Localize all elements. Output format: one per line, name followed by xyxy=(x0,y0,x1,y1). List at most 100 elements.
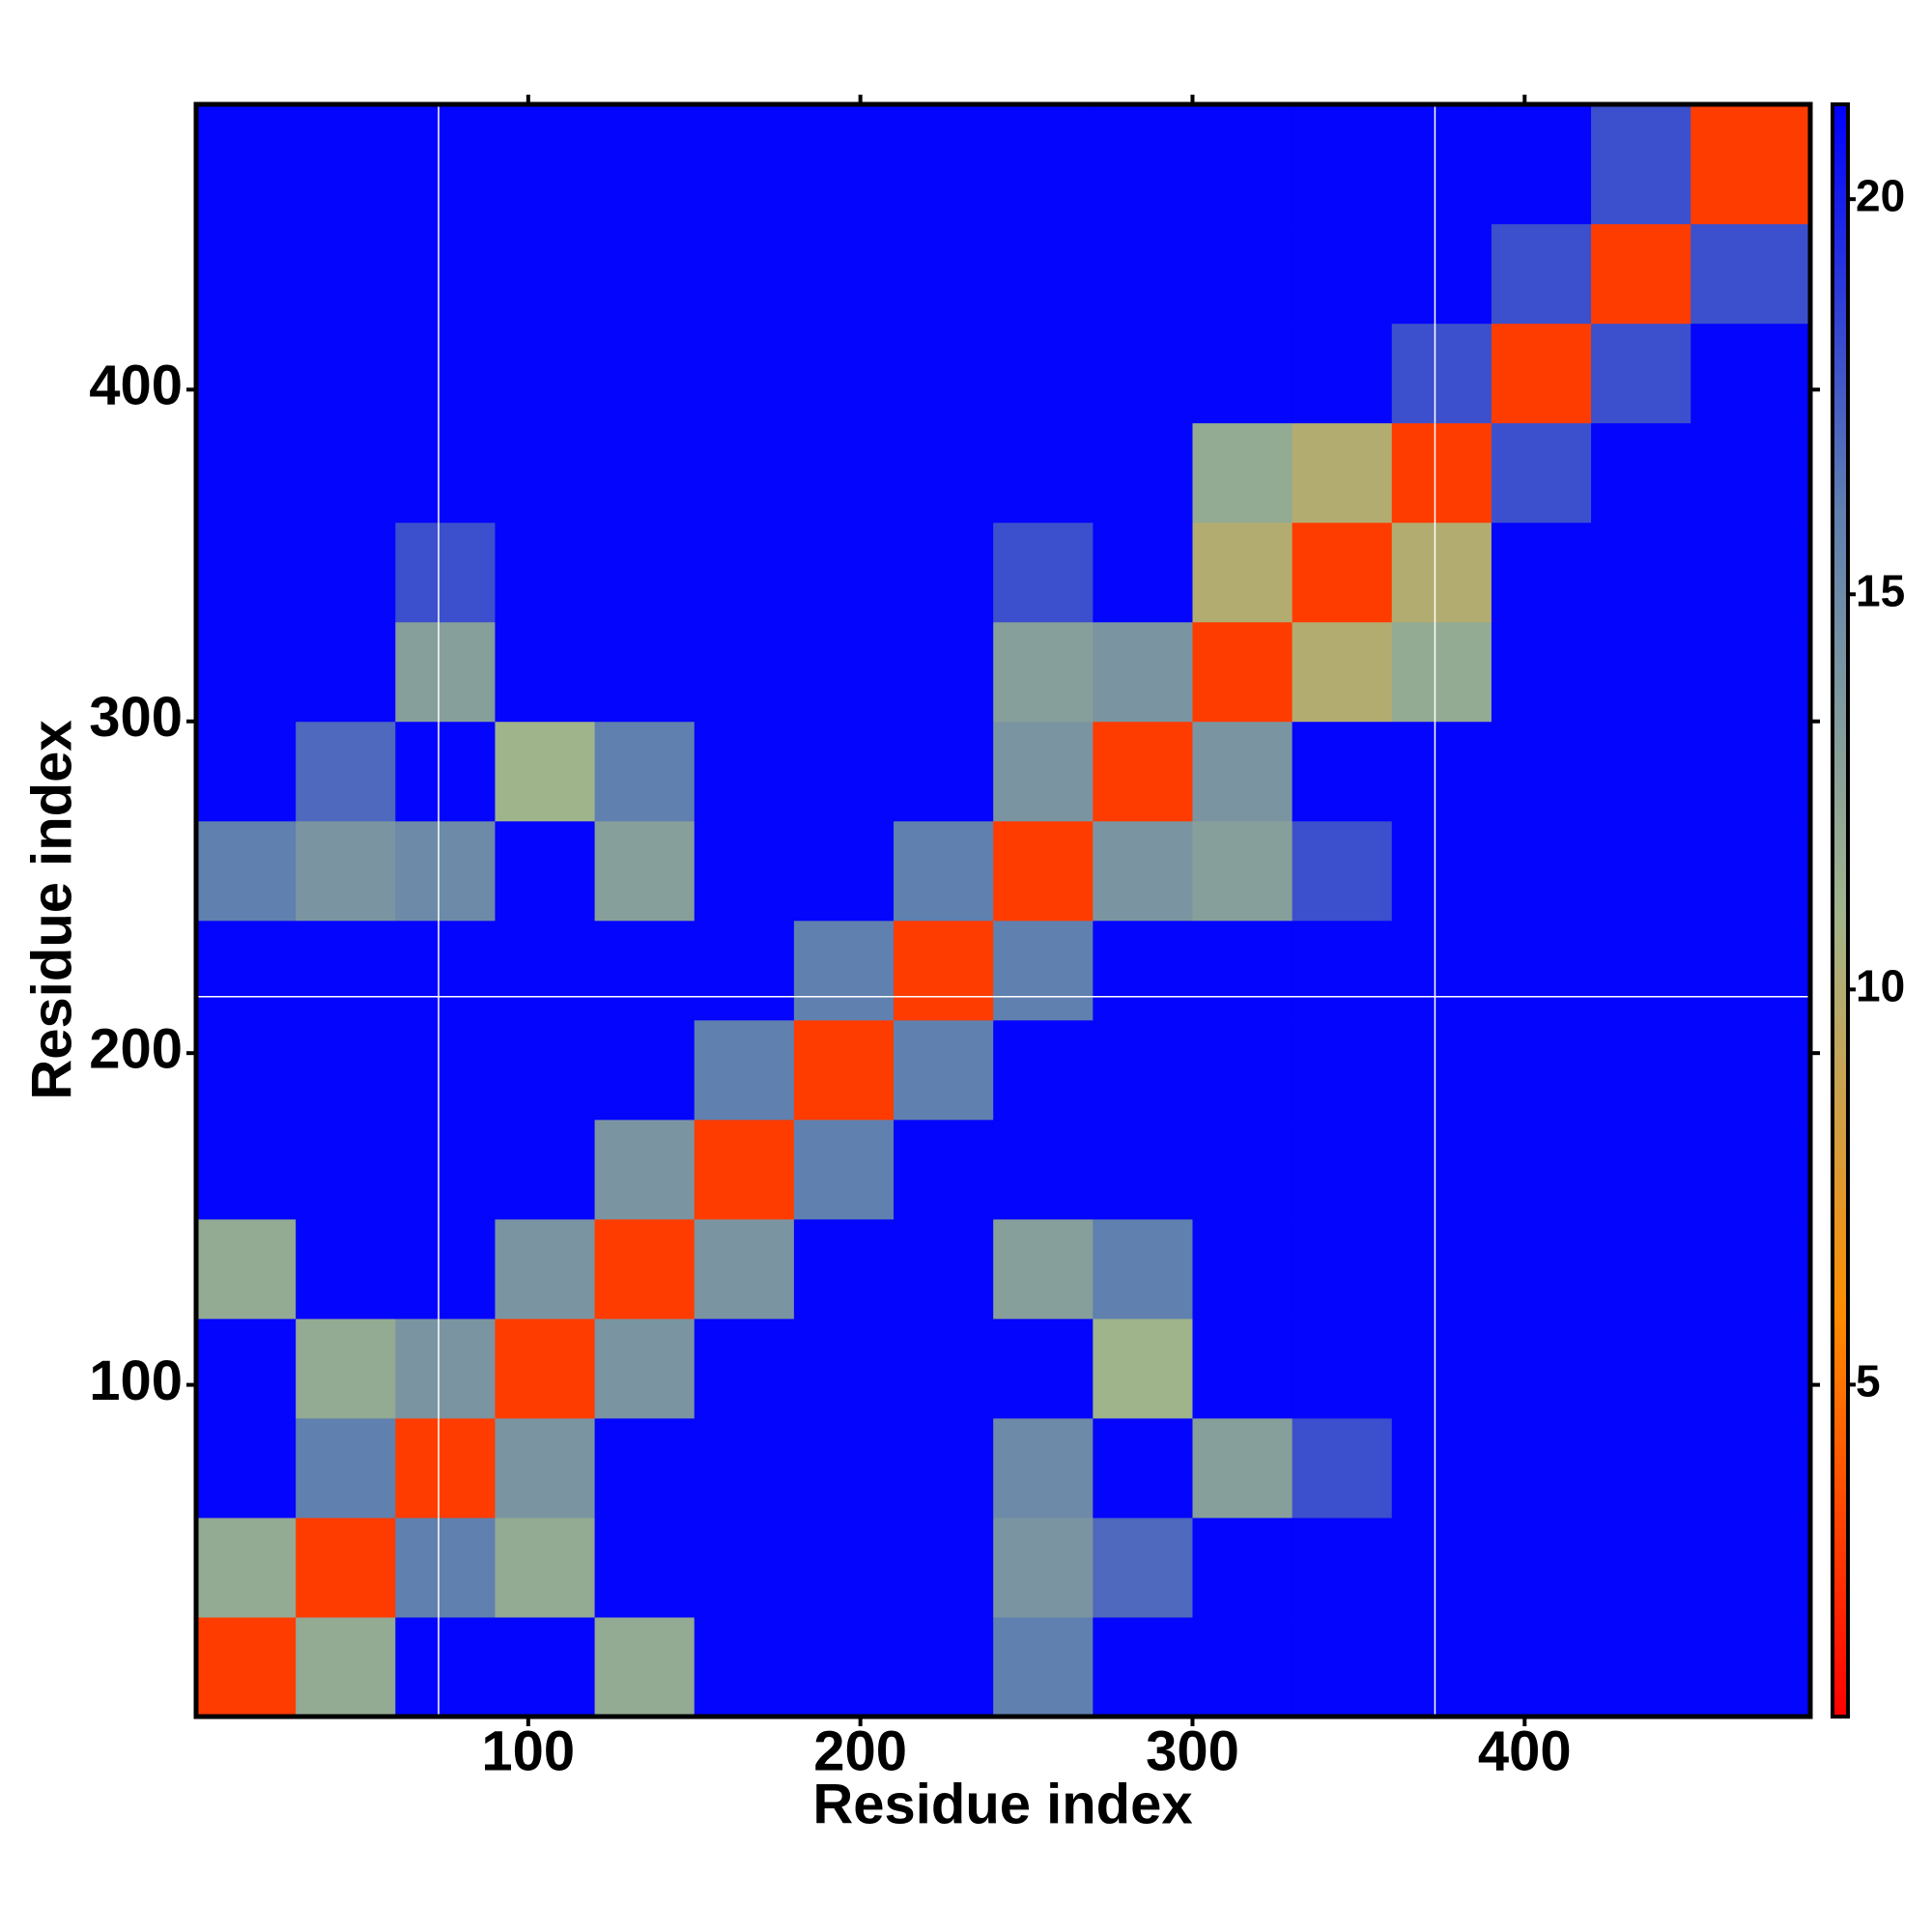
heatmap-cell xyxy=(1591,323,1691,424)
heatmap-cell xyxy=(495,1517,596,1618)
heatmap-cell xyxy=(694,1218,795,1320)
heatmap-cell xyxy=(296,920,396,1021)
heatmap-cell xyxy=(395,422,496,524)
colorbar xyxy=(1831,102,1850,1719)
heatmap-cell xyxy=(1093,104,1193,225)
heatmap-cell xyxy=(1391,522,1492,623)
heatmap-cell xyxy=(1391,422,1492,524)
heatmap-cell xyxy=(1093,422,1193,524)
heatmap-cell xyxy=(1591,820,1691,922)
heatmap-cell xyxy=(1690,1616,1811,1718)
heatmap-cell xyxy=(694,820,795,922)
heatmap-cell xyxy=(495,1417,596,1519)
heatmap-cell xyxy=(296,1218,396,1320)
heatmap-cell xyxy=(793,1417,895,1519)
heatmap-cell xyxy=(1391,1218,1492,1320)
heatmap-cell xyxy=(793,1616,895,1718)
x-tick-label: 100 xyxy=(481,1719,575,1782)
heatmap-cell xyxy=(793,820,895,922)
heatmap-cell xyxy=(894,223,994,325)
heatmap-cell xyxy=(993,621,1094,723)
heatmap-cell xyxy=(1192,422,1293,524)
heatmap-cell xyxy=(1292,104,1393,225)
heatmap-cell xyxy=(495,1119,596,1220)
heatmap-cell xyxy=(993,323,1094,424)
colorbar-tick-label: 15 xyxy=(1856,565,1905,615)
heatmap-cell xyxy=(1192,1417,1293,1519)
heatmap-cell xyxy=(296,104,396,225)
heatmap-cell xyxy=(495,422,596,524)
heatmap-cell xyxy=(1192,1517,1293,1618)
heatmap-cell xyxy=(1591,522,1691,623)
heatmap-cell xyxy=(1591,721,1691,822)
heatmap-cell xyxy=(1093,920,1193,1021)
heatmap-cell xyxy=(793,1517,895,1618)
heatmap-cell xyxy=(395,920,496,1021)
heatmap-cell xyxy=(1591,422,1691,524)
heatmap-cell xyxy=(1591,1517,1691,1618)
heatmap-cell xyxy=(1591,104,1691,225)
x-tick-label: 200 xyxy=(813,1719,907,1782)
heatmap-cell xyxy=(1093,1119,1193,1220)
colorbar-tick-label: 5 xyxy=(1856,1356,1881,1406)
heatmap-cell xyxy=(1391,920,1492,1021)
heatmap-cell xyxy=(594,1417,696,1519)
heatmap-cell xyxy=(1292,1616,1393,1718)
heatmap-cell xyxy=(196,1517,297,1618)
x-tick-label: 300 xyxy=(1146,1719,1239,1782)
heatmap-cell xyxy=(495,820,596,922)
heatmap-cell xyxy=(1491,1218,1592,1320)
heatmap-cell xyxy=(594,621,696,723)
y-tick-label: 300 xyxy=(89,686,183,749)
heatmap-cell xyxy=(793,1218,895,1320)
heatmap-cell xyxy=(1093,223,1193,325)
heatmap-cell xyxy=(1491,1119,1592,1220)
heatmap-cell xyxy=(296,1616,396,1718)
heatmap-cell xyxy=(1292,323,1393,424)
y-axis-title: Residue index xyxy=(20,720,83,1099)
heatmap-cell xyxy=(395,1019,496,1121)
heatmap-cell xyxy=(495,920,596,1021)
heatmap-cell xyxy=(495,323,596,424)
heatmap-cell xyxy=(296,223,396,325)
heatmap-cell xyxy=(495,621,596,723)
heatmap-cell xyxy=(993,820,1094,922)
heatmap-cell xyxy=(594,422,696,524)
heatmap-cell xyxy=(395,721,496,822)
heatmap-cell xyxy=(1391,721,1492,822)
heatmap-cell xyxy=(694,1616,795,1718)
heatmap-cell xyxy=(1690,1119,1811,1220)
heatmap-cell xyxy=(296,522,396,623)
heatmap-cell xyxy=(495,1318,596,1419)
heatmap-cell xyxy=(1192,223,1293,325)
heatmap-cell xyxy=(793,1119,895,1220)
heatmap-cell xyxy=(694,104,795,225)
heatmap-cell xyxy=(196,1616,297,1718)
heatmap-cell xyxy=(196,323,297,424)
heatmap-cell xyxy=(196,223,297,325)
heatmap-cell xyxy=(993,1119,1094,1220)
heatmap-cell xyxy=(1391,1417,1492,1519)
heatmap-cell xyxy=(1491,422,1592,524)
heatmap-cell xyxy=(1591,1218,1691,1320)
heatmap-cell xyxy=(1391,1517,1492,1618)
heatmap-cell xyxy=(993,223,1094,325)
heatmap-cell xyxy=(1690,1019,1811,1121)
heatmap-cell xyxy=(1093,522,1193,623)
heatmap-cell xyxy=(993,1019,1094,1121)
heatmap-cell xyxy=(296,621,396,723)
heatmap-cell xyxy=(694,1318,795,1419)
heatmap-cell xyxy=(1292,621,1393,723)
heatmap-cell xyxy=(1292,1119,1393,1220)
heatmap-cell xyxy=(196,820,297,922)
heatmap-cell xyxy=(1591,1417,1691,1519)
heatmap-cell xyxy=(196,422,297,524)
heatmap-cell xyxy=(1292,1417,1393,1519)
heatmap-cell xyxy=(495,223,596,325)
heatmap-cell xyxy=(594,1318,696,1419)
heatmap-cell xyxy=(894,721,994,822)
heatmap-cell xyxy=(1690,104,1811,225)
y-tick-label: 400 xyxy=(89,355,183,417)
heatmap-cell xyxy=(793,920,895,1021)
heatmap-cell xyxy=(196,1019,297,1121)
